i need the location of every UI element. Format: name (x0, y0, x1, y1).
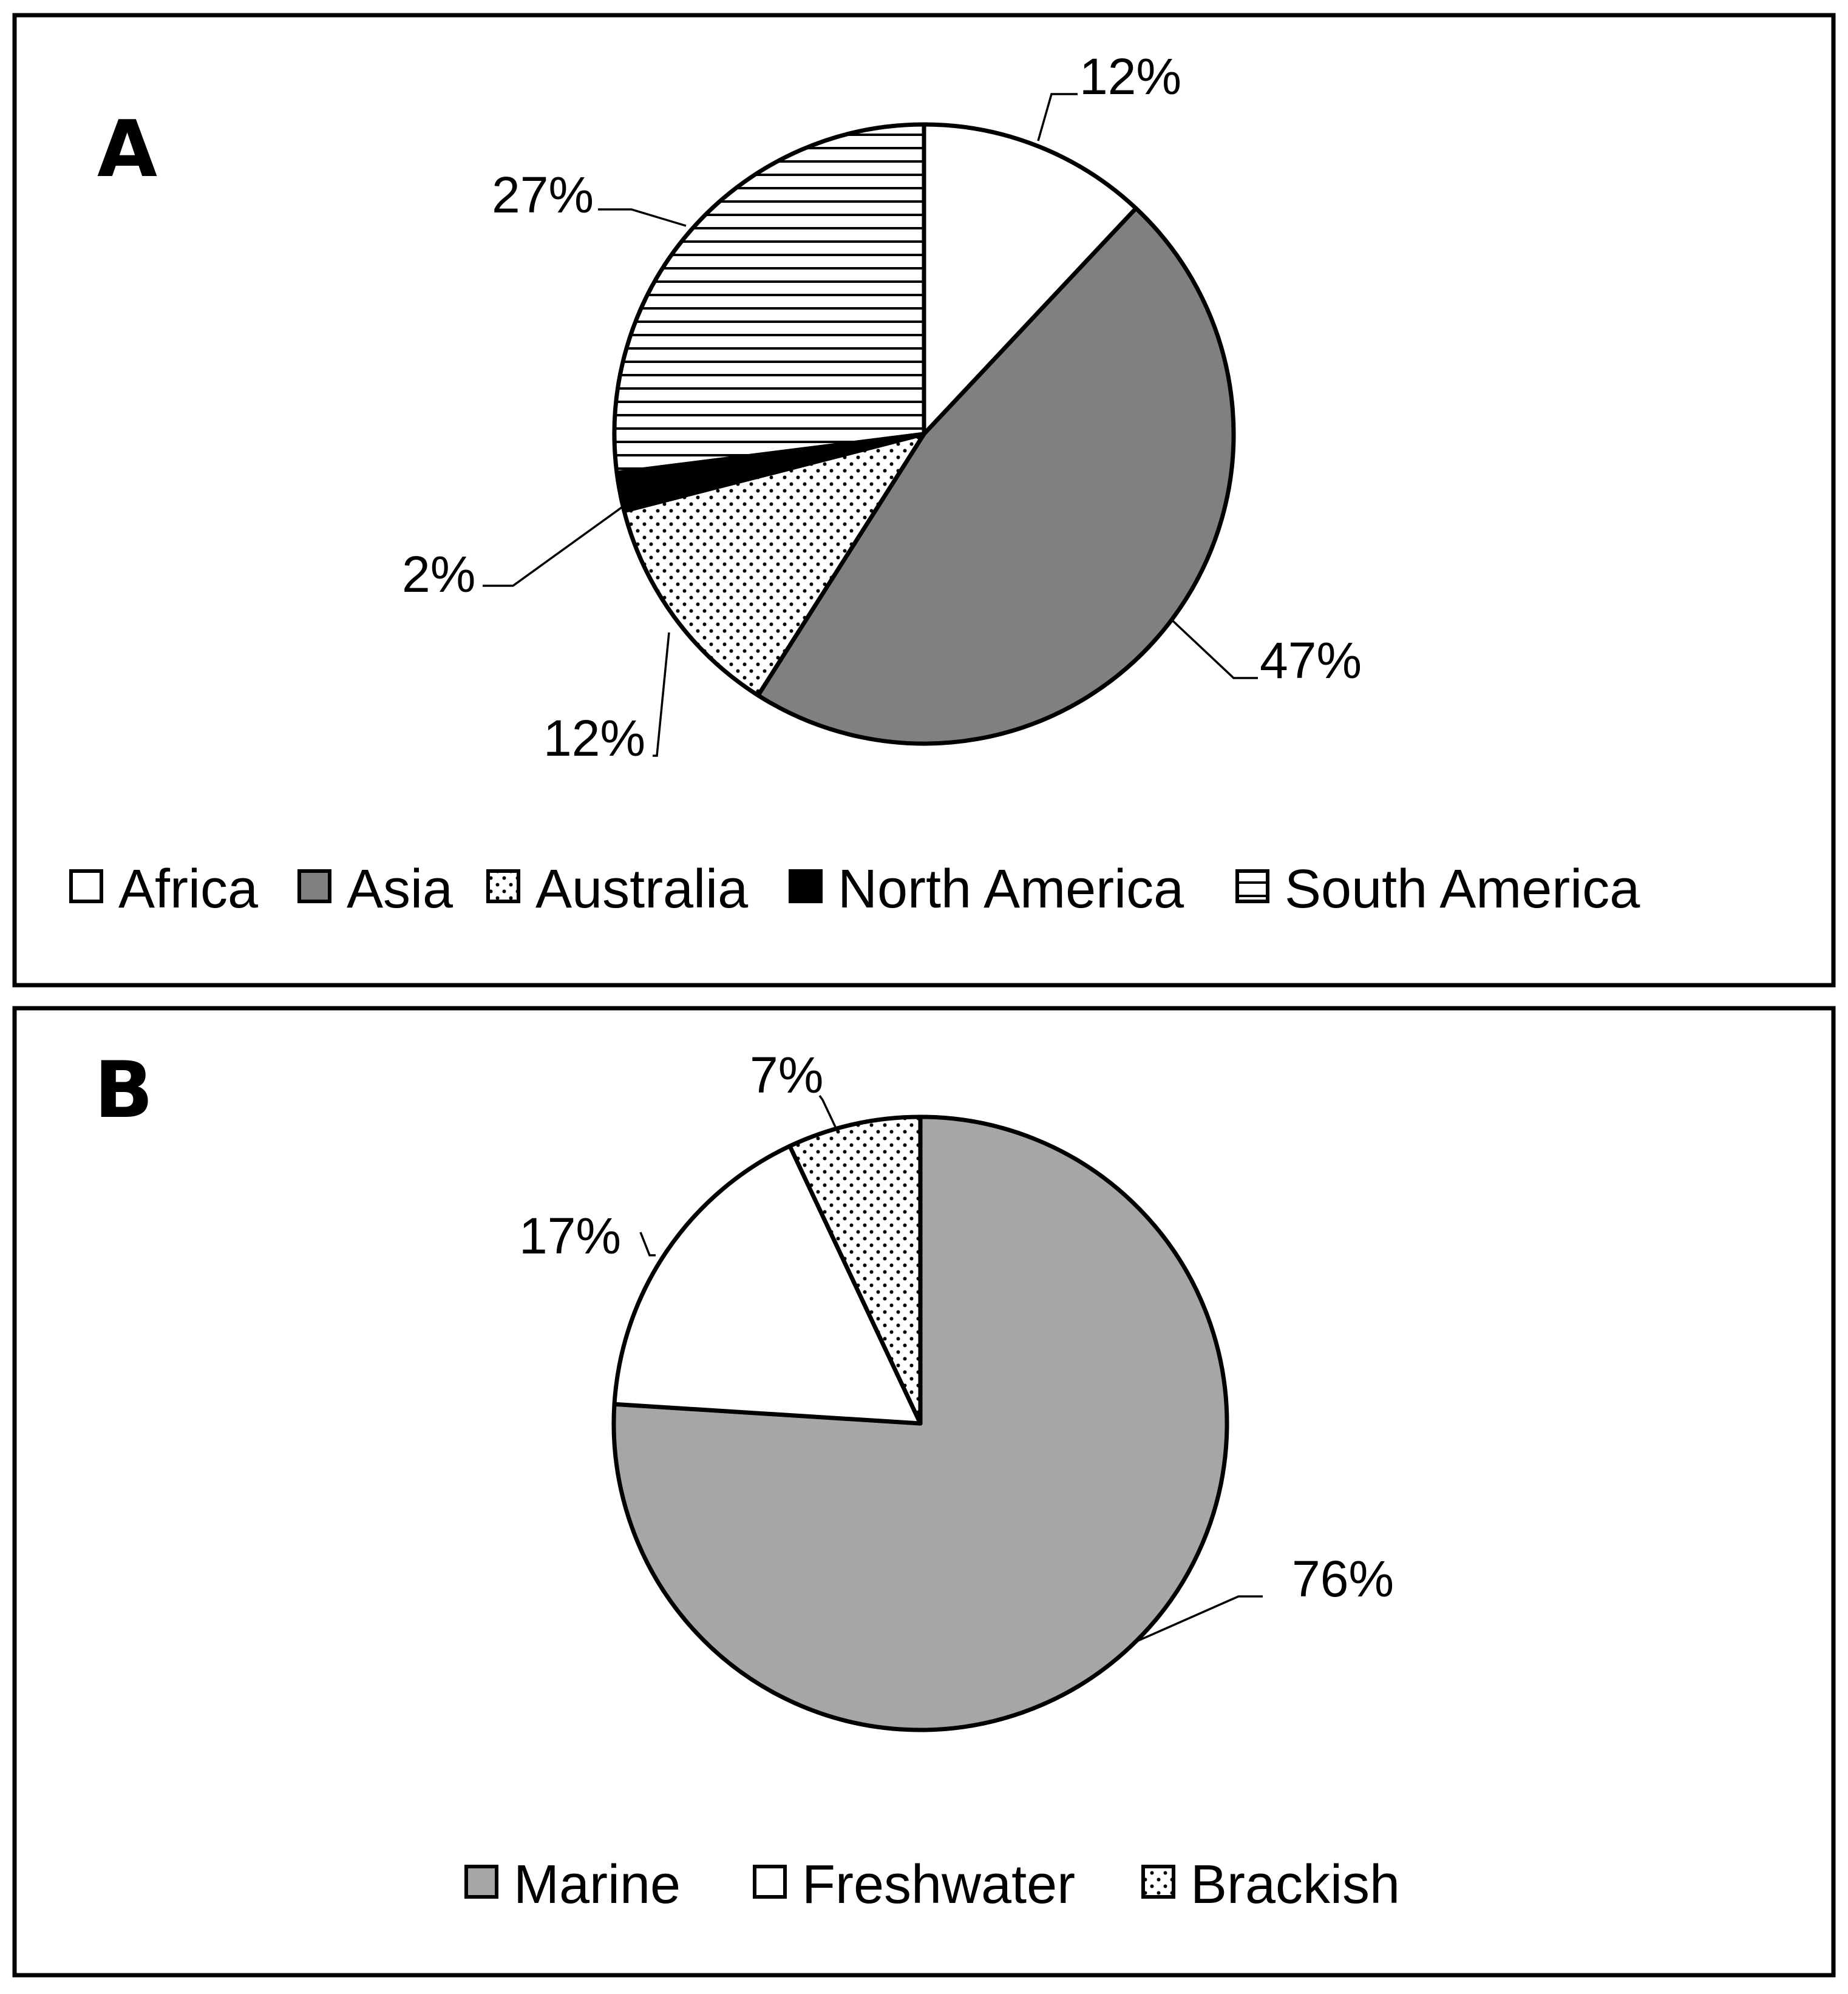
legend-swatch-freshwater (753, 1865, 787, 1899)
legend-swatch-asia (297, 869, 331, 903)
slice-africa (922, 122, 1138, 436)
leader-line-africa (1037, 93, 1078, 141)
value-label-africa: 12% (1079, 48, 1181, 105)
leader-line-south-america (598, 208, 687, 227)
value-label-south-america: 27% (492, 166, 594, 223)
legend-label-south-america: South America (1285, 859, 1640, 920)
legend-swatch-africa (69, 869, 103, 903)
leader-line-brackish (818, 1094, 839, 1133)
legend-swatch-brackish (1141, 1865, 1175, 1899)
legend-swatch-south-america (1235, 869, 1269, 903)
slice-asia (756, 206, 1236, 746)
legend-a: Africa Asia Australia North America South Am… (69, 859, 1640, 920)
slice-freshwater (612, 1144, 923, 1426)
legend-swatch-north-america (789, 869, 823, 903)
value-label-freshwater: 17% (519, 1207, 621, 1264)
pie-chart-a: 12% 47% 12% 2% 27% (402, 48, 1362, 767)
slice-australia (622, 432, 926, 698)
legend-swatch-australia (486, 869, 520, 903)
leader-line-north-america (483, 501, 630, 587)
panel-b: B 76% 17% 7% Marine Freshwater Brackish (12, 1006, 1836, 1978)
slice-south-america (612, 122, 926, 475)
panel-b-letter: B (94, 1045, 154, 1136)
legend-label-africa: Africa (118, 859, 259, 920)
value-label-north-america: 2% (402, 546, 475, 603)
legend-label-marine: Marine (514, 1854, 681, 1915)
panel-a-letter: A (97, 104, 157, 195)
value-label-marine: 76% (1292, 1550, 1394, 1607)
value-label-brackish: 7% (750, 1046, 823, 1104)
slice-brackish (787, 1114, 923, 1426)
legend-label-asia: Asia (347, 859, 454, 920)
legend-label-freshwater: Freshwater (802, 1854, 1075, 1915)
legend-swatch-marine (464, 1865, 498, 1899)
legend-label-australia: Australia (535, 859, 749, 920)
leader-line-freshwater (639, 1232, 656, 1256)
legend-label-north-america: North America (838, 859, 1184, 920)
panel-a: A 12% 47% 12% 2% 27% Africa Asia Australia Nort… (12, 13, 1836, 988)
pie-chart-b: 76% 17% 7% (519, 1046, 1394, 1732)
leader-line-asia (1172, 620, 1258, 679)
slice-marine (611, 1114, 1229, 1732)
value-label-asia: 47% (1260, 632, 1362, 689)
legend-b: Marine Freshwater Brackish (464, 1854, 1400, 1915)
legend-label-brackish: Brackish (1191, 1854, 1400, 1915)
leader-line-marine (1135, 1595, 1263, 1643)
leader-line-australia (653, 632, 670, 757)
value-label-australia: 12% (543, 710, 645, 767)
